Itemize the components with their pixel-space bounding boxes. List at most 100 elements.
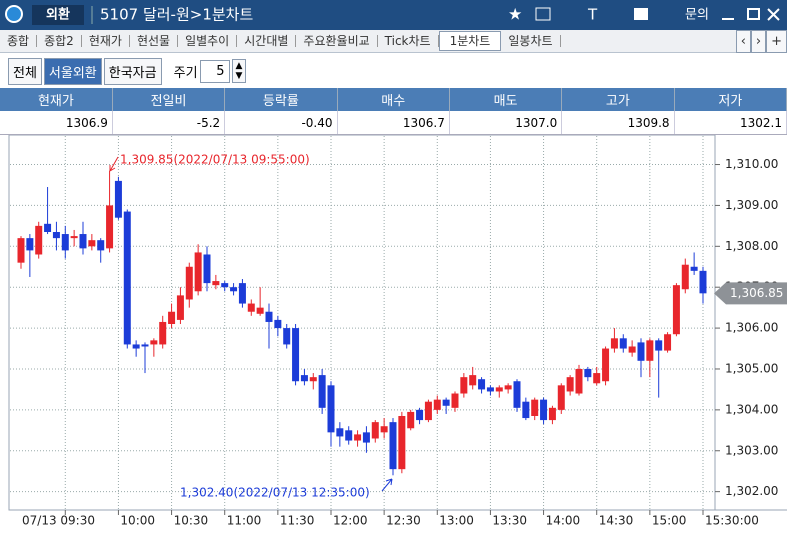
toolbar: 전체 서울외환 한국자금 주기 5 ▲ ▼	[0, 55, 787, 87]
candle-body	[699, 270, 707, 294]
column-header: 등락률	[224, 88, 338, 111]
tab-scroll-right[interactable]: ›	[750, 29, 767, 53]
candle-body	[469, 375, 477, 386]
tab[interactable]: 주요환율비교	[296, 35, 378, 47]
close-button[interactable]	[767, 8, 780, 21]
candle-body	[52, 232, 60, 239]
link-icon[interactable]	[535, 7, 551, 21]
candle-body	[336, 428, 344, 437]
x-tick-label: 12:30	[386, 514, 421, 528]
column-header: 고가	[561, 88, 675, 111]
y-tick-label: 1,303.00	[725, 443, 778, 457]
candle-body	[522, 401, 530, 419]
candle-body	[495, 387, 503, 392]
tab[interactable]: 종합2	[37, 35, 82, 47]
quote-value: 1306.9	[0, 111, 113, 135]
candle-body	[168, 311, 176, 324]
quote-value: 1306.7	[337, 111, 450, 135]
candle-body	[389, 422, 397, 470]
candle-body	[619, 338, 627, 349]
x-tick-label: 12:00	[333, 514, 368, 528]
market-button[interactable]: 한국자금	[103, 57, 162, 85]
candle-body	[681, 264, 689, 290]
last-price-label: 1,306.85	[730, 286, 783, 300]
candle-body	[584, 368, 592, 378]
market-button[interactable]: 서울외환	[43, 57, 102, 85]
candle-body	[132, 344, 140, 349]
maximize-button[interactable]	[747, 8, 760, 20]
candle-body	[176, 295, 184, 320]
candle-body	[433, 399, 441, 410]
tab[interactable]: 종합	[0, 35, 38, 47]
y-tick-label: 1,309.00	[725, 198, 778, 212]
column-header: 저가	[674, 88, 787, 111]
tab-scroll-left[interactable]: ‹	[735, 29, 751, 53]
annotation-arrow	[109, 156, 119, 172]
candle-body	[602, 348, 610, 382]
tab[interactable]: 1분차트	[438, 31, 502, 51]
candle-body	[265, 311, 273, 322]
candle-body	[345, 430, 353, 441]
candle-body	[327, 385, 335, 433]
x-tick-label: 07/13 09:30	[22, 514, 95, 528]
section-box	[32, 5, 84, 25]
candle-body	[97, 240, 105, 251]
candle-body	[628, 346, 636, 353]
candle-body	[114, 180, 122, 218]
quote-value: -0.40	[224, 111, 338, 135]
candle-body	[88, 240, 96, 247]
title-graphics: 외환 5107 달러-원>1분차트 ★ T 문의	[5, 5, 780, 25]
last-price-tag	[714, 282, 787, 305]
x-tick-label: 10:00	[120, 514, 155, 528]
quote-value: 1309.8	[561, 111, 675, 135]
candle-body	[17, 238, 25, 263]
candle-body	[504, 385, 512, 390]
candle-body	[362, 432, 370, 443]
candle-body	[230, 287, 238, 292]
candle-body	[247, 303, 255, 312]
tab[interactable]: 현재가	[82, 35, 130, 47]
tab[interactable]: 일봉차트	[501, 35, 561, 47]
candle-body	[416, 409, 424, 421]
y-tick-label: 1,305.00	[725, 361, 778, 375]
quote-value: 1302.1	[674, 111, 787, 135]
tab[interactable]: Tick차트	[378, 35, 439, 47]
candle-body	[35, 225, 43, 255]
help-button[interactable]: 문의	[685, 8, 709, 23]
print-icon[interactable]	[634, 8, 648, 20]
candle-body	[61, 234, 69, 251]
market-button[interactable]: 전체	[8, 57, 42, 85]
x-tick-label: 14:00	[546, 514, 581, 528]
candle-body	[690, 266, 698, 271]
x-tick-label: 15:00	[652, 514, 687, 528]
candle-body	[655, 340, 663, 351]
candle-body	[442, 399, 450, 406]
tab[interactable]: 일별추이	[178, 35, 238, 47]
candle-body	[292, 328, 300, 382]
candle-body	[451, 393, 459, 408]
candle-body	[26, 238, 34, 251]
candle-body	[531, 399, 539, 416]
period-input[interactable]: 5	[199, 59, 230, 83]
candle-body	[212, 281, 220, 286]
period-spinner[interactable]: ▲ ▼	[231, 59, 247, 83]
favorite-icon[interactable]: ★	[508, 5, 522, 24]
tab[interactable]: 현선물	[130, 35, 179, 47]
candle-body	[637, 342, 645, 361]
y-tick-label: 1,306.00	[725, 321, 778, 335]
candle-body	[159, 321, 167, 345]
tab-add[interactable]: +	[766, 29, 787, 53]
x-tick-label: 15:30:00	[705, 514, 759, 528]
candle-body	[424, 401, 432, 421]
candle-body	[664, 334, 672, 351]
tab[interactable]: 시간대별	[237, 35, 297, 47]
candle-body	[646, 340, 654, 361]
candle-body	[141, 344, 149, 347]
x-tick-label: 13:30	[492, 514, 527, 528]
font-icon[interactable]: T	[587, 6, 598, 24]
column-header: 매도	[449, 88, 563, 111]
y-tick-label: 1,308.00	[725, 239, 778, 253]
candle-body	[513, 381, 521, 408]
candle-body	[540, 399, 548, 421]
candle-body	[150, 340, 158, 345]
